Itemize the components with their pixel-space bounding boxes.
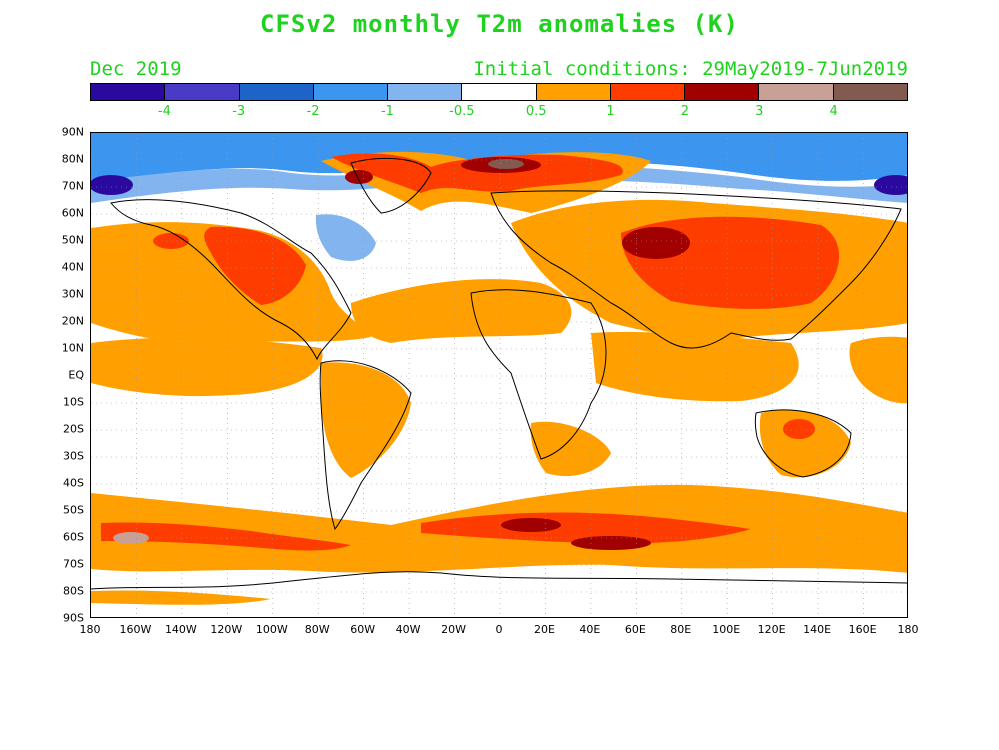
south-atlantic-hot-belt	[421, 512, 751, 544]
longitude-label: 160W	[119, 623, 152, 636]
colorbar-labels: -4 -3 -2 -1 -0.5 0.5 1 2 3 4	[90, 104, 908, 120]
australia-coast	[754, 409, 852, 478]
asia-hotspot	[622, 227, 690, 259]
map-title: CFSv2 monthly T2m anomalies (K)	[260, 10, 739, 38]
colorbar-tick-label: -0.5	[449, 104, 475, 119]
colorbar-swatch	[536, 84, 611, 100]
south-america-warm-region	[321, 362, 411, 478]
longitude-label: 60E	[624, 623, 646, 636]
greenland-coast	[350, 157, 432, 214]
initial-conditions-label: Initial conditions: 29May2019-7Jun2019	[473, 58, 908, 80]
longitude-label: 140E	[803, 623, 832, 636]
latitude-label: 40N	[61, 260, 84, 274]
latitude-label: 80N	[61, 152, 84, 166]
colorbar	[90, 83, 908, 101]
colorbar-tick-label: -1	[380, 104, 394, 119]
south-indian-hotspot	[571, 536, 651, 550]
latitude-label: 80S	[63, 584, 84, 598]
east-pacific-warm-region	[849, 336, 907, 404]
arctic-hotspot-b	[488, 159, 524, 169]
latitude-label: 30N	[61, 287, 84, 301]
arctic-strong-warm-region	[331, 153, 623, 193]
longitude-label: 180	[897, 623, 919, 636]
coastlines	[91, 157, 907, 590]
southern-ocean-hot-belt	[101, 522, 351, 551]
longitude-label: 0	[495, 623, 503, 636]
australia-warm-region	[759, 409, 851, 478]
longitude-label: 40E	[579, 623, 601, 636]
cold-spot-bering	[91, 175, 133, 195]
colorbar-tick-label: -3	[232, 104, 246, 119]
antarctic-coast-warm	[91, 590, 271, 605]
antarctica-coast	[91, 571, 907, 590]
latitude-label: EQ	[68, 368, 84, 382]
latitude-label: 50N	[61, 233, 84, 247]
south-atlantic-hotspot	[501, 518, 561, 532]
longitude-label: 120E	[757, 623, 786, 636]
longitude-label: 20W	[441, 623, 466, 636]
longitude-label: 40W	[395, 623, 421, 636]
africa-coast	[470, 289, 607, 460]
atlantic-warm-region	[351, 279, 572, 343]
latitude-label: 60S	[63, 530, 84, 544]
longitude-label: 80W	[304, 623, 330, 636]
north-america-warm-region	[91, 222, 371, 344]
colorbar-tick-label: 0.5	[525, 104, 547, 119]
indian-ocean-warm-region	[591, 331, 799, 402]
latitude-label: 90S	[63, 611, 84, 625]
colorbar-tick-label: -4	[157, 104, 171, 119]
south-america-coast	[319, 360, 412, 531]
map-canvas	[91, 133, 907, 617]
colorbar-swatch	[91, 84, 166, 100]
colorbar-swatch	[165, 84, 240, 100]
tropical-pacific-warm-region	[91, 337, 323, 397]
latitude-label: 10N	[61, 341, 84, 355]
colorbar-tick-label: 3	[755, 104, 764, 119]
latitude-label: 10S	[63, 395, 84, 409]
anomaly-map	[90, 132, 908, 618]
colorbar-tick-label: -2	[306, 104, 320, 119]
longitude-label: 80E	[670, 623, 692, 636]
latitude-label: 40S	[63, 476, 84, 490]
longitude-label: 120W	[210, 623, 243, 636]
colorbar-swatch	[610, 84, 686, 100]
eurasia-coast	[490, 190, 902, 349]
colorbar-swatch	[685, 84, 760, 100]
longitude-label: 20E	[533, 623, 555, 636]
north-america-hot-region	[204, 226, 306, 305]
latitude-label: 50S	[63, 503, 84, 517]
latitude-label: 20S	[63, 422, 84, 436]
longitude-label: 160E	[848, 623, 877, 636]
valid-month-label: Dec 2019	[90, 58, 182, 80]
colorbar-tick-label: 4	[829, 104, 838, 119]
latitude-label: 20N	[61, 314, 84, 328]
colorbar-tick-label: 2	[680, 104, 690, 119]
colorbar-swatch	[313, 84, 389, 100]
colorbar-swatch	[462, 84, 537, 100]
latitude-label: 30S	[63, 449, 84, 463]
colorbar-swatch	[388, 84, 463, 100]
colorbar-tick-label: 1	[606, 104, 615, 119]
longitude-label: 100W	[255, 623, 288, 636]
africa-warm-region	[530, 421, 611, 477]
latitude-label: 90N	[61, 125, 84, 139]
longitude-label: 60W	[350, 623, 376, 636]
colorbar-swatch	[759, 84, 834, 100]
longitude-label: 180	[79, 623, 101, 636]
cold-spot-chukchi	[874, 175, 907, 195]
hudson-cold-region	[315, 214, 376, 261]
colorbar-swatch	[239, 84, 314, 100]
latitude-label: 70N	[61, 179, 84, 193]
colorbar-swatch	[833, 84, 907, 100]
longitude-label: 100E	[712, 623, 741, 636]
australia-hot-patch	[783, 419, 815, 439]
north-america-coast	[110, 199, 352, 361]
arctic-cold-light-region	[91, 164, 907, 203]
longitude-label: 140W	[164, 623, 197, 636]
latitude-label: 60N	[61, 206, 84, 220]
arctic-hotspot-c	[345, 170, 373, 184]
latitude-label: 70S	[63, 557, 84, 571]
